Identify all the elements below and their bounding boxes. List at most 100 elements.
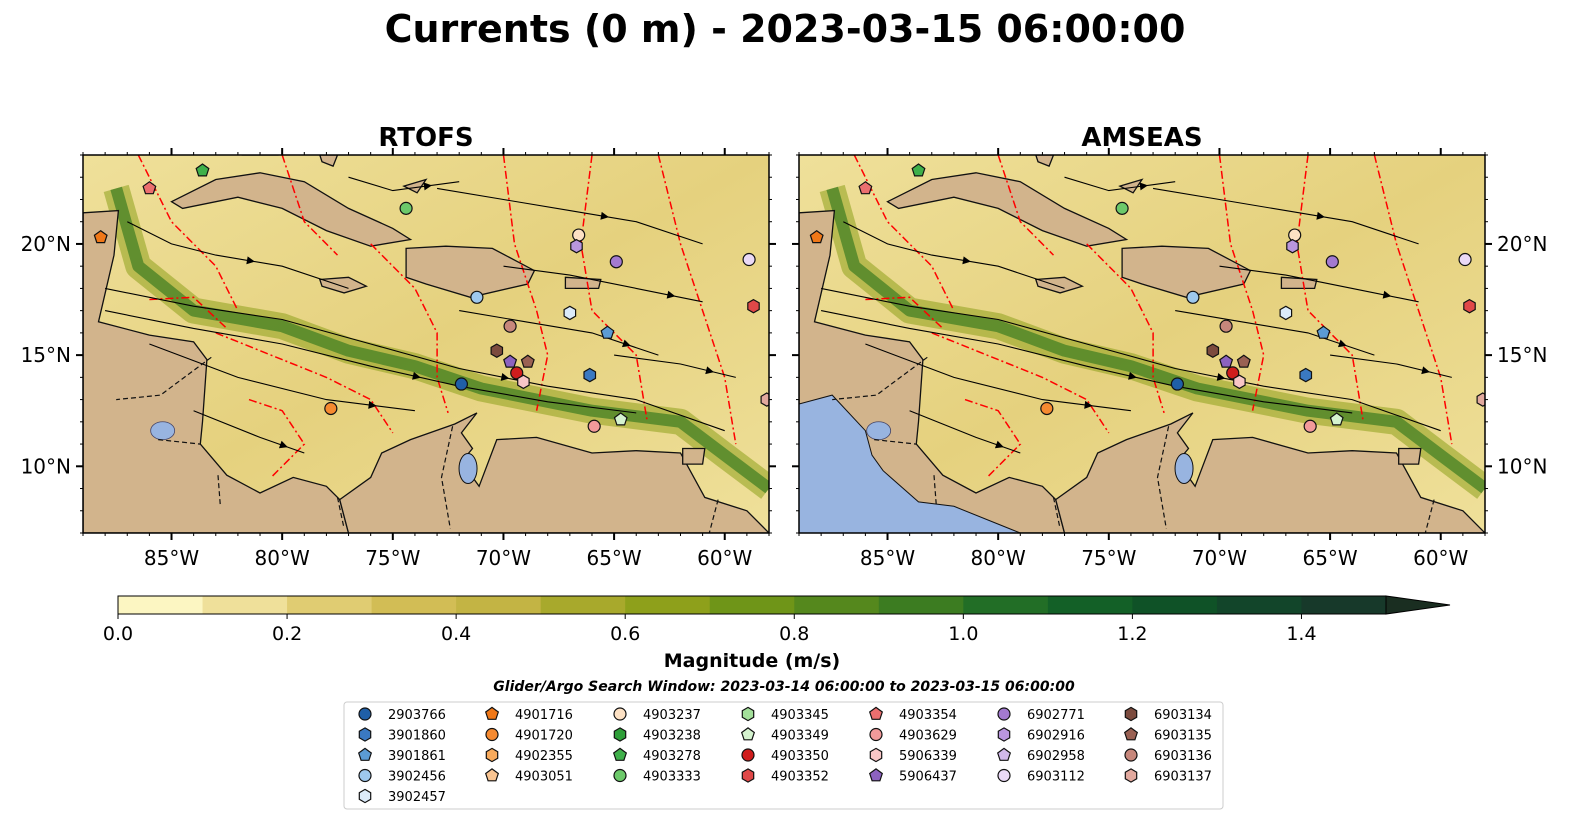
float-4903629	[1303, 419, 1317, 433]
legend-label: 4903349	[771, 729, 829, 744]
eez-boundary	[1086, 243, 1165, 414]
legend-marker	[741, 768, 755, 783]
eez-boundary	[1218, 155, 1265, 411]
legend-marker	[1124, 706, 1138, 722]
colorbar-tick-label: 0.4	[441, 623, 471, 645]
x-tick-label: 85°W	[860, 546, 915, 570]
legend-marker	[484, 706, 500, 720]
map-content	[799, 155, 1485, 533]
legend-label: 4903354	[899, 708, 957, 723]
float-3902457	[1279, 305, 1293, 321]
legend-marker	[997, 707, 1011, 721]
colorbar-tick-label: 0.8	[779, 623, 809, 645]
streamline	[348, 176, 460, 192]
y-tick-label: 15°N	[21, 343, 71, 367]
streamline-arrow	[1421, 366, 1430, 375]
y-tick-label: 15°N	[1497, 343, 1547, 367]
float-6903112	[742, 252, 756, 267]
eez-boundary	[865, 296, 944, 329]
streamline-arrow	[621, 339, 631, 348]
streamline-arrow	[666, 290, 676, 299]
float-4903354	[142, 181, 157, 195]
colorbar-frame	[117, 595, 1387, 615]
pacific-ocean	[799, 394, 1021, 533]
streamline	[127, 221, 349, 289]
legend-label: 3902456	[388, 770, 446, 785]
land-polygon	[1118, 178, 1144, 194]
legend-marker	[869, 747, 883, 763]
land-polygon	[886, 172, 1129, 247]
streamline	[104, 310, 637, 414]
legend-marker	[485, 727, 499, 742]
float-4901720	[324, 401, 338, 416]
float-4901716	[93, 229, 108, 244]
colorbar-segment	[709, 596, 795, 614]
float-4903278	[911, 163, 926, 177]
legend-marker	[613, 768, 627, 783]
legend-label: 4903237	[643, 708, 701, 723]
streamline-arrow	[278, 440, 288, 449]
legend-marker	[613, 727, 627, 742]
legend-marker	[613, 707, 627, 721]
legend-label: 2903766	[388, 708, 446, 723]
land-polygon	[564, 276, 602, 290]
legend-label: 4903278	[643, 749, 701, 764]
streamline-arrow	[1128, 371, 1137, 380]
colorbar-tick-label: 0.2	[272, 623, 302, 645]
land-polygon	[319, 155, 339, 167]
float-4903350	[1226, 366, 1240, 380]
panel-title-rtofs: RTOFS	[378, 123, 473, 153]
streamline	[820, 310, 1353, 414]
float-4903629	[587, 419, 601, 433]
streamline	[843, 221, 1065, 289]
legend-label: 4901720	[515, 729, 573, 744]
float-6902916	[570, 238, 583, 254]
lake-nicaragua	[150, 421, 176, 441]
colorbar-segment	[371, 596, 457, 614]
x-tick-label: 65°W	[1302, 546, 1357, 570]
eez-boundary	[1373, 155, 1453, 445]
eez-boundary	[370, 243, 449, 414]
legend-marker	[740, 727, 756, 741]
streamline-arrow	[246, 256, 255, 265]
eez-boundary	[281, 155, 339, 256]
y-tick-label: 10°N	[21, 454, 71, 478]
country-border	[933, 475, 937, 505]
x-tick-label: 80°W	[971, 546, 1026, 570]
legend-marker	[485, 747, 499, 763]
float-3901860	[583, 367, 597, 383]
float-3902456	[1186, 290, 1200, 304]
colorbar-segment	[794, 596, 880, 614]
legend-marker	[869, 727, 883, 742]
streamline-arrow	[1337, 339, 1347, 348]
colorbar-segment	[1132, 596, 1218, 614]
streamline-arrow	[705, 366, 714, 375]
streamline-arrow	[994, 440, 1004, 449]
legend-label: 4903238	[643, 729, 701, 744]
legend-label: 4903345	[771, 708, 829, 723]
legend-label: 3901860	[388, 729, 446, 744]
float-6903136	[503, 319, 517, 333]
colorbar-tick-label: 1.4	[1286, 623, 1316, 645]
x-tick-label: 80°W	[255, 546, 310, 570]
country-border	[1052, 497, 1061, 529]
eez-boundary	[964, 398, 1022, 478]
streamline-arrow	[368, 400, 377, 409]
colorbar: 0.0 0.2 0.4 0.6 0.8 1.0 1.2 1.4	[103, 595, 1451, 645]
float-4903333	[399, 201, 413, 215]
colorbar-segment	[456, 596, 542, 614]
streamline-arrow	[962, 256, 971, 265]
float-5906437	[1219, 354, 1234, 368]
land-polygon	[1280, 276, 1318, 290]
country-border	[217, 475, 221, 505]
colorbar-segment	[202, 596, 288, 614]
float-3902456	[470, 290, 484, 304]
y-tick-label: 20°N	[21, 232, 71, 256]
colorbar-tick-label: 1.0	[948, 623, 978, 645]
float-3901861	[1316, 325, 1331, 339]
legend-marker	[358, 768, 372, 783]
legend-label: 5906437	[899, 770, 957, 785]
panel-title-amseas: AMSEAS	[1081, 123, 1202, 153]
legend-marker	[358, 727, 372, 742]
